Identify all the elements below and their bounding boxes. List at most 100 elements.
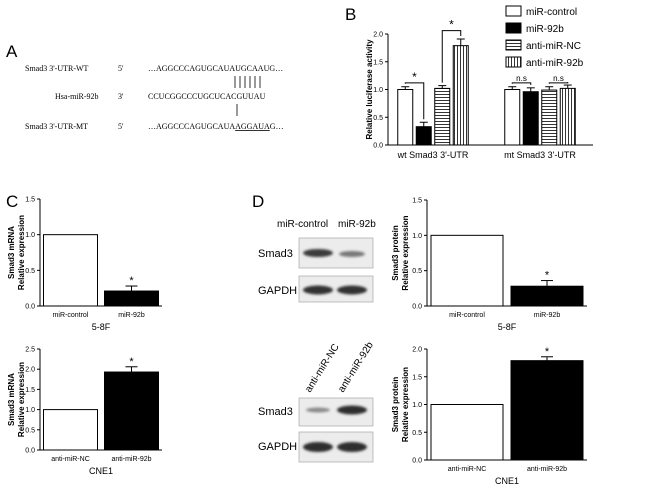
- bar: [415, 126, 432, 146]
- significance-bracket: [441, 30, 462, 83]
- x-tick-label: mt Smad3 3'-UTR: [504, 150, 576, 160]
- panel-letter-d: D: [252, 192, 264, 211]
- bar: [104, 290, 159, 307]
- blot-lane-label: miR-92b: [338, 219, 376, 230]
- x-axis-label: CNE1: [495, 476, 519, 485]
- seq-mt-suffix: G…: [270, 122, 284, 131]
- seq-row-wt-label: Smad3 3'-UTR-WT: [25, 64, 89, 73]
- y-tick-label: 0.0: [25, 304, 35, 311]
- y-tick-label: 0.0: [412, 458, 422, 465]
- x-tick-label: wt Smad3 3'-UTR: [397, 150, 469, 160]
- x-tick-label: miR-92b: [534, 312, 561, 319]
- significance-bracket: [511, 82, 532, 85]
- bar: [504, 89, 521, 146]
- y-tick-label: 1.5: [25, 197, 35, 204]
- bar: [43, 234, 98, 307]
- blot-row-label: GAPDH: [258, 285, 297, 297]
- legend-entry: anti-miR-92b: [526, 58, 584, 69]
- bar: [434, 87, 451, 146]
- western-blot-cne1: anti-miR-NC anti-miR-92b Smad3 GAPDH: [258, 340, 376, 463]
- y-tick-label: 0.5: [25, 268, 35, 275]
- seq-row-mt-label: Smad3 3'-UTR-MT: [25, 122, 88, 131]
- seq-row-mirna-sequence: CCUCGGCCCUGCUCACGUUAU: [148, 92, 266, 101]
- blot-band: [337, 285, 367, 295]
- bar: [510, 285, 584, 307]
- significance-marker: *: [129, 275, 134, 287]
- seq-row-mt-sequence: …AGGCCCAGUGCAUAAGGAUAG…: [148, 122, 284, 131]
- y-tick-label: 1.0: [25, 407, 35, 414]
- blot-band: [303, 285, 333, 295]
- panel-letter-b: B: [345, 5, 356, 24]
- x-tick-label: miR-92b: [118, 312, 145, 319]
- y-tick-label: 2.0: [373, 32, 383, 39]
- blot-band: [337, 442, 367, 452]
- y-axis-label: Relative luciferase activity: [365, 39, 374, 140]
- bar: [397, 89, 414, 146]
- blot-row-label: GAPDH: [258, 441, 297, 453]
- y-axis-label: Relative expression: [401, 367, 410, 442]
- legend-entry: miR-control: [526, 7, 577, 18]
- not-significant-label: n.s: [516, 74, 527, 83]
- seq-row-wt-sequence: …AGGCCCAGUGCAUAUGCAAUG…: [148, 64, 283, 73]
- y-axis-label: Smad3 mRNA: [7, 373, 16, 426]
- y-tick-label: 0.5: [25, 427, 35, 434]
- y-tick-label: 2.5: [25, 347, 35, 354]
- significance-marker: *: [545, 270, 550, 282]
- x-tick-label: anti-miR-92b: [111, 456, 151, 463]
- seq-row-mirna-label: Hsa-miR-92b: [55, 92, 99, 101]
- chart-mrna-cne1: 0.0 0.5 1.0 1.5 2.0 2.5 Smad3 mRNA Relative exp…: [7, 347, 162, 476]
- not-significant-label: n.s: [553, 74, 564, 83]
- y-tick-label: 1.0: [25, 232, 35, 239]
- blot-band: [337, 405, 367, 415]
- x-tick-label: miR-control: [53, 312, 89, 319]
- x-tick-label: anti-miR-NC: [448, 466, 487, 473]
- panel-letter-c: C: [6, 192, 18, 211]
- seq-mt-prefix: …AGGCCCAGUGCAUA: [148, 122, 235, 131]
- panel-letter-a: A: [6, 42, 18, 61]
- y-tick-label: 2.0: [25, 367, 35, 374]
- x-axis-label: CNE1: [89, 466, 113, 476]
- panel-a-sequence-alignment: Smad3 3'-UTR-WT 5' …AGGCCCAGUGCAUAUGCAAU…: [25, 64, 284, 131]
- bar: [452, 45, 469, 146]
- chart-legend: miR-control miR-92b anti-miR-NC anti-miR-92…: [505, 5, 584, 69]
- blot-lane-label: anti-miR-92b: [336, 340, 376, 395]
- y-tick-label: 2.0: [412, 347, 422, 354]
- y-tick-label: 1.0: [412, 402, 422, 409]
- y-tick-label: 1.5: [412, 374, 422, 381]
- significance-bracket: [548, 82, 569, 84]
- legend-entry: miR-92b: [526, 24, 564, 35]
- blot-lane-label: anti-miR-NC: [303, 342, 341, 394]
- seq-row-mirna-end: 3': [118, 92, 124, 101]
- blot-band: [303, 249, 333, 257]
- significance-marker: *: [449, 18, 454, 32]
- seq-mt-mutated: AGGAUA: [235, 122, 270, 131]
- y-axis-label: Relative expression: [17, 362, 26, 437]
- y-axis-label: Relative expression: [401, 215, 410, 290]
- y-tick-label: 1.5: [412, 198, 422, 205]
- blot-band: [303, 442, 333, 452]
- y-tick-label: 0.5: [412, 430, 422, 437]
- blot-row-label: Smad3: [258, 406, 293, 418]
- seq-row-mt-end: 5': [118, 122, 124, 131]
- y-axis-label: Smad3 protein: [391, 377, 400, 433]
- y-axis-label: Smad3 protein: [391, 225, 400, 281]
- bar: [43, 409, 98, 451]
- y-tick-label: 0.5: [412, 268, 422, 275]
- significance-marker: *: [129, 356, 134, 368]
- legend-swatch: [505, 56, 522, 68]
- y-tick-label: 0.5: [373, 115, 383, 122]
- western-blot-5-8f: miR-control miR-92b Smad3 GAPDH: [258, 219, 376, 303]
- y-axis-label: Smad3 mRNA: [7, 226, 16, 279]
- y-tick-label: 1.0: [412, 233, 422, 240]
- significance-bracket: [404, 82, 425, 120]
- bar: [430, 234, 504, 307]
- x-tick-label: anti-miR-NC: [51, 456, 90, 463]
- chart-mrna-5-8f: 0.0 0.5 1.0 1.5 Smad3 mRNA Relative expressio…: [7, 197, 162, 332]
- y-tick-label: 0.0: [412, 304, 422, 311]
- bar: [510, 360, 584, 461]
- seq-row-wt-end: 5': [118, 64, 124, 73]
- bar: [430, 404, 504, 461]
- blot-band: [306, 407, 330, 413]
